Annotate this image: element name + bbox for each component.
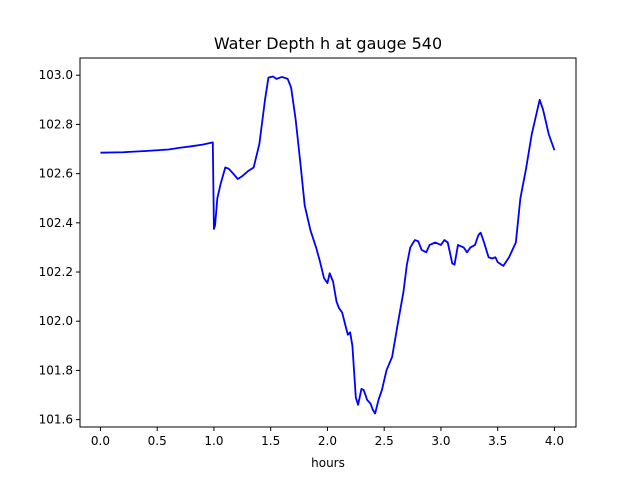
x-tick-label: 3.0 <box>431 434 450 448</box>
y-tick-label: 101.6 <box>39 413 73 427</box>
x-tick-label: 2.0 <box>318 434 337 448</box>
y-tick-label: 101.8 <box>39 363 73 377</box>
series-line-0 <box>100 75 556 415</box>
x-tick-label: 1.0 <box>204 434 223 448</box>
plot-area <box>100 75 556 415</box>
x-axis-label: hours <box>311 456 345 470</box>
y-tick-label: 102.6 <box>39 167 73 181</box>
y-tick-label: 102.4 <box>39 216 73 230</box>
y-tick-label: 102.2 <box>39 265 73 279</box>
x-tick-label: 0.5 <box>148 434 167 448</box>
axes-frame <box>79 57 577 428</box>
y-tick-label: 103.0 <box>39 68 73 82</box>
x-tick-label: 2.5 <box>375 434 394 448</box>
x-axis-ticks: 0.0 0.5 1.0 1.5 2.0 2.5 3.0 3.5 4.0 <box>91 427 564 448</box>
y-axis-ticks: 101.6 101.8 102.0 102.2 102.4 102.6 102.8 103.0 <box>39 68 80 427</box>
y-tick-label: 102.8 <box>39 117 73 131</box>
chart-title: Water Depth h at gauge 540 <box>214 34 442 53</box>
x-tick-label: 0.0 <box>91 434 110 448</box>
x-tick-label: 4.0 <box>545 434 564 448</box>
x-tick-label: 3.5 <box>488 434 507 448</box>
y-tick-label: 102.0 <box>39 314 73 328</box>
x-tick-label: 1.5 <box>261 434 280 448</box>
